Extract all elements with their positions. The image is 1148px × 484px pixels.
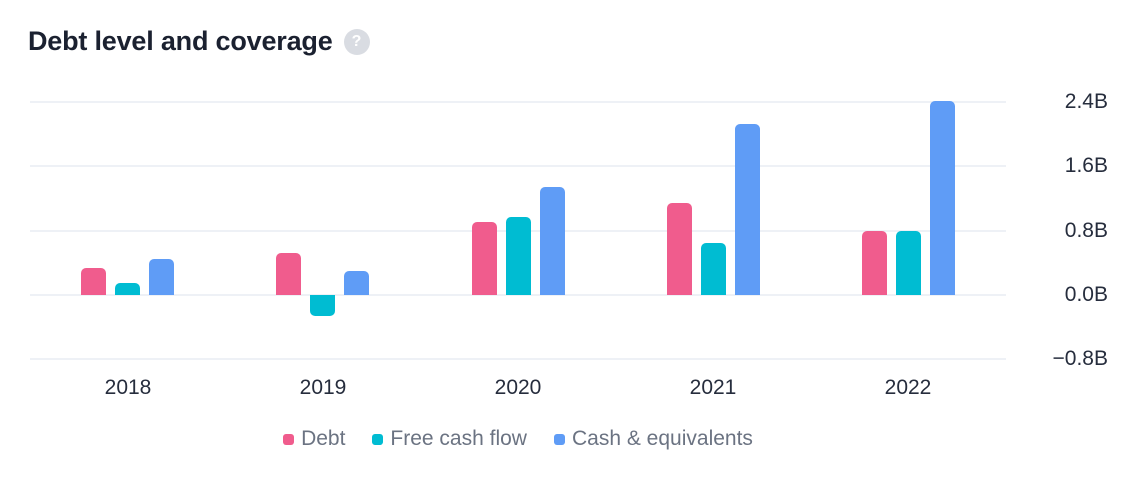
bar-cash-equivalents-2022[interactable] bbox=[930, 101, 955, 295]
bar-debt-2020[interactable] bbox=[472, 222, 497, 295]
question-mark-glyph: ? bbox=[351, 32, 362, 50]
bar-debt-2022[interactable] bbox=[862, 231, 887, 295]
legend-swatch-free-cash-flow bbox=[372, 433, 384, 445]
bar-free-cash-flow-2019[interactable] bbox=[310, 295, 335, 316]
x-axis-label: 2018 bbox=[104, 376, 152, 399]
bar-debt-2021[interactable] bbox=[667, 203, 692, 295]
x-axis-label: 2022 bbox=[884, 376, 932, 399]
bar-free-cash-flow-2021[interactable] bbox=[701, 243, 726, 295]
legend-item-debt[interactable]: Debt bbox=[283, 427, 345, 451]
legend-swatch-cash-equivalents bbox=[553, 433, 565, 445]
y-axis-label: 0.0B bbox=[1064, 283, 1108, 306]
y-axis-label: 0.8B bbox=[1064, 218, 1108, 242]
bar-free-cash-flow-2018[interactable] bbox=[115, 283, 140, 295]
legend-item-free-cash-flow[interactable]: Free cash flow bbox=[372, 427, 527, 451]
gridline bbox=[30, 100, 1006, 103]
bar-debt-2019[interactable] bbox=[276, 253, 301, 295]
bar-debt-2018[interactable] bbox=[81, 268, 106, 295]
y-axis-label: −0.8B bbox=[1052, 347, 1108, 371]
x-axis-label: 2021 bbox=[689, 376, 737, 399]
chart-header: Debt level and coverage ? bbox=[28, 26, 370, 57]
bar-cash-equivalents-2018[interactable] bbox=[149, 259, 174, 295]
bar-free-cash-flow-2020[interactable] bbox=[506, 217, 531, 295]
bar-free-cash-flow-2022[interactable] bbox=[896, 231, 921, 295]
gridline bbox=[30, 358, 1006, 361]
legend-item-cash-equivalents[interactable]: Cash & equivalents bbox=[553, 427, 753, 451]
gridline bbox=[30, 165, 1006, 168]
y-axis-label: 2.4B bbox=[1064, 89, 1108, 113]
legend-label: Cash & equivalents bbox=[571, 427, 753, 450]
legend-label: Debt bbox=[301, 427, 346, 450]
page-title: Debt level and coverage bbox=[28, 26, 333, 56]
help-icon[interactable]: ? bbox=[343, 28, 370, 55]
y-axis-label: 1.6B bbox=[1064, 154, 1108, 178]
x-axis-label: 2020 bbox=[494, 376, 542, 399]
chart-legend: Debt Free cash flow Cash & equivalents bbox=[30, 424, 1006, 454]
legend-label: Free cash flow bbox=[390, 427, 527, 450]
x-axis-label: 2019 bbox=[299, 376, 347, 399]
legend-swatch-debt bbox=[283, 433, 295, 445]
bar-cash-equivalents-2020[interactable] bbox=[540, 187, 565, 295]
bar-cash-equivalents-2019[interactable] bbox=[344, 271, 369, 295]
gridline bbox=[30, 294, 1006, 296]
bar-cash-equivalents-2021[interactable] bbox=[735, 124, 760, 295]
